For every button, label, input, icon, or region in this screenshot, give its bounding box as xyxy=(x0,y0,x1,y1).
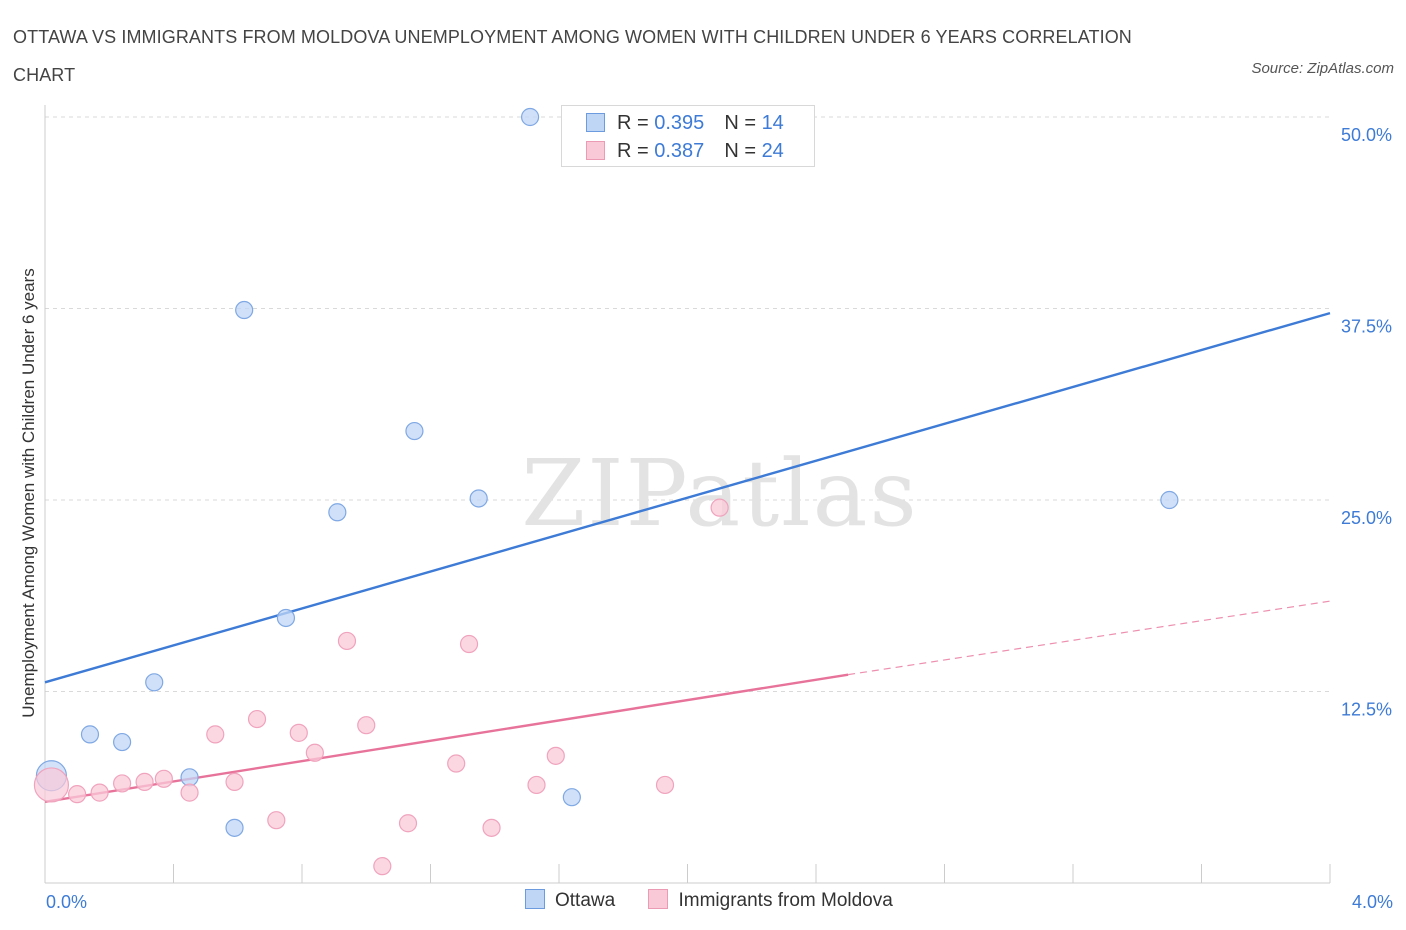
moldova-point xyxy=(206,725,225,744)
legend-row-ottawa: R = 0.395 N = 14 xyxy=(586,112,784,136)
ottawa-point xyxy=(276,608,296,628)
moldova-point xyxy=(68,785,87,804)
moldova-point xyxy=(267,811,286,830)
moldova-point xyxy=(33,767,70,803)
trend-lines xyxy=(44,311,1331,803)
ottawa-point xyxy=(328,503,347,522)
r-label: R = xyxy=(617,112,655,134)
moldova-point xyxy=(135,772,154,791)
moldova-point xyxy=(655,775,675,795)
moldova-point xyxy=(710,498,729,517)
legend-label-moldova: Immigrants from Moldova xyxy=(678,890,893,911)
ottawa-point xyxy=(80,725,100,744)
ottawa-swatch xyxy=(525,889,545,909)
legend-item-moldova: Immigrants from Moldova xyxy=(648,889,893,912)
ottawa-point xyxy=(180,768,199,787)
y-tick-label: 25.0% xyxy=(1341,508,1392,528)
x-tick-label: 0.0% xyxy=(46,892,87,912)
moldova-point xyxy=(247,709,267,729)
ottawa-point xyxy=(112,732,132,752)
ottawa-point xyxy=(405,421,424,441)
moldova-point xyxy=(180,783,199,802)
axes xyxy=(44,105,1331,884)
ottawa-trend-line xyxy=(44,311,1331,684)
series-legend: Ottawa Immigrants from Moldova xyxy=(525,889,921,912)
n-value: 14 xyxy=(761,112,784,134)
y-tick-label: 37.5% xyxy=(1341,317,1392,337)
ottawa-point xyxy=(469,489,488,508)
moldova-point xyxy=(337,631,357,651)
moldova-point xyxy=(225,772,244,791)
legend-label-ottawa: Ottawa xyxy=(555,890,616,911)
moldova-point xyxy=(289,723,308,742)
n-label: N = xyxy=(724,140,762,162)
ottawa-point xyxy=(145,673,164,692)
moldova-trend-line xyxy=(44,673,849,803)
stats-legend: R = 0.395 N = 14 R = 0.387 N = 24 xyxy=(561,105,815,167)
r-value: 0.395 xyxy=(654,112,705,134)
ottawa-point xyxy=(235,300,254,320)
moldova-swatch xyxy=(648,889,669,909)
moldova-point xyxy=(398,814,418,833)
source-label: Source: ZipAtlas.com xyxy=(1251,60,1394,77)
chart-title: OTTAWA VS IMMIGRANTS FROM MOLDOVA UNEMPL… xyxy=(13,27,1132,85)
n-label: N = xyxy=(724,112,762,134)
moldova-point xyxy=(154,769,173,788)
moldova-trend-extension xyxy=(848,600,1331,676)
data-points xyxy=(33,107,1179,876)
ottawa-point xyxy=(225,818,244,837)
moldova-point xyxy=(112,774,132,793)
moldova-point xyxy=(447,754,466,773)
ottawa-point xyxy=(562,788,581,807)
legend-row-moldova: R = 0.387 N = 24 xyxy=(586,140,784,164)
moldova-point xyxy=(546,746,565,765)
grid-lines xyxy=(45,116,1330,692)
moldova-point xyxy=(527,775,546,795)
moldova-point xyxy=(373,857,392,876)
ottawa-point xyxy=(520,107,540,127)
r-label: R = xyxy=(617,140,655,162)
moldova-point xyxy=(459,634,479,654)
ottawa-swatch xyxy=(586,113,605,132)
n-value: 24 xyxy=(761,140,784,162)
moldova-swatch xyxy=(586,141,605,160)
x-tick-label: 4.0% xyxy=(1352,892,1393,912)
legend-item-ottawa: Ottawa xyxy=(525,889,615,912)
tick-labels: 12.5% 25.0% 37.5% 50.0% 0.0% 4.0% xyxy=(46,125,1393,912)
ottawa-point xyxy=(1160,490,1179,510)
moldova-point xyxy=(482,818,501,837)
y-tick-label: 12.5% xyxy=(1341,700,1392,720)
moldova-point xyxy=(90,783,109,802)
moldova-point xyxy=(305,743,324,762)
y-axis-label: Unemployment Among Women with Children U… xyxy=(19,268,38,717)
y-tick-label: 50.0% xyxy=(1341,125,1392,145)
watermark: ZIPatlas xyxy=(521,440,918,547)
r-value: 0.387 xyxy=(654,140,705,162)
moldova-point xyxy=(357,716,376,735)
